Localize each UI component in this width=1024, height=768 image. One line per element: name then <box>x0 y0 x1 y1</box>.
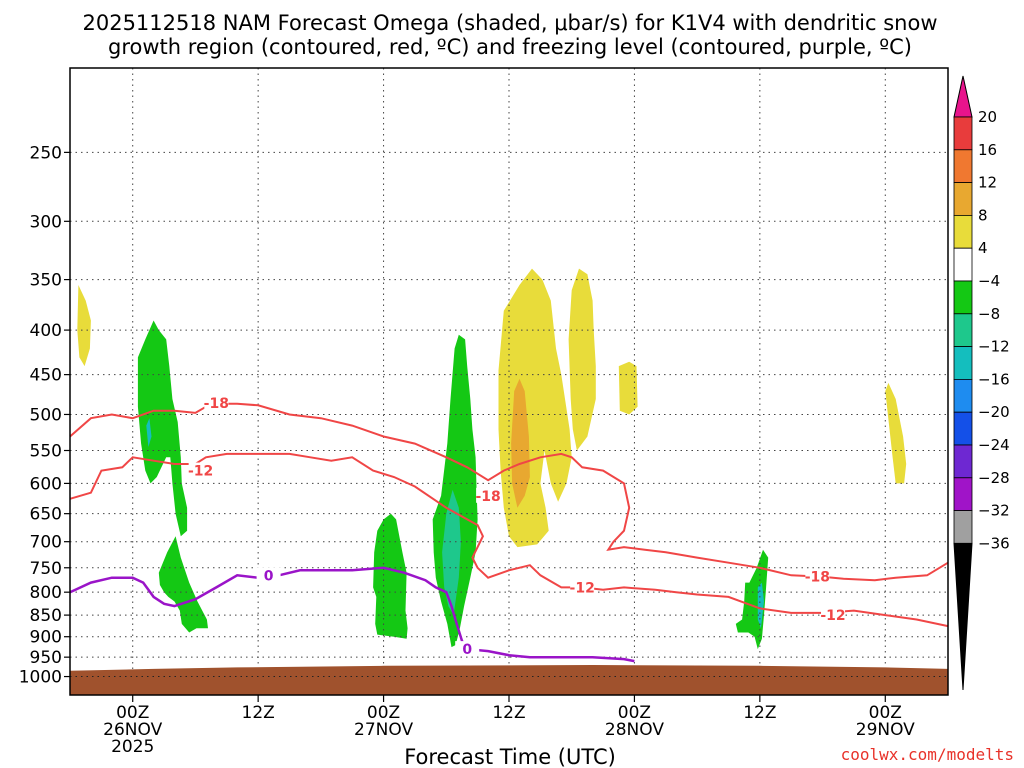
colorbar-label-2: 12 <box>978 174 997 192</box>
contour-label-5: -12 <box>820 608 845 624</box>
omega-patch-yellow-0 <box>77 285 91 367</box>
colorbar-segment-0 <box>953 116 973 151</box>
contour-lines: -18 -12 -18 -12 -18 -12 0 0 <box>69 394 949 663</box>
colorbar-segment-7 <box>953 346 973 380</box>
contour-label-2: -18 <box>475 489 500 505</box>
colorbar-segment-6 <box>953 313 973 347</box>
contour-label-bg-4 <box>805 568 830 584</box>
y-tick-label-800: 800 <box>30 583 62 603</box>
omega-patch-orange-5 <box>511 378 530 508</box>
omega-patch-yellow-2 <box>568 268 596 451</box>
contour-label-3: -12 <box>570 580 595 596</box>
omega-patch-green-6 <box>137 320 188 537</box>
colorbar-segment-10 <box>953 444 973 479</box>
x-tick-label-3-0: 12Z <box>492 703 525 723</box>
omega-patch-green-8 <box>373 513 408 639</box>
colorbar-label-0: 20 <box>978 108 997 126</box>
credit-text: coolwx.com/modelts <box>841 745 1014 764</box>
contour-label-bg-0 <box>204 394 229 410</box>
contour-label-4: -18 <box>805 570 830 586</box>
y-tick-label-400: 400 <box>30 321 62 341</box>
colorbar-segment-5 <box>953 280 973 315</box>
y-tick-label-700: 700 <box>30 533 62 553</box>
x-tick-label-0-1: 26NOV <box>103 720 162 740</box>
colorbar-segment-3 <box>953 214 973 249</box>
contour-label-0: -18 <box>204 396 229 412</box>
colorbar-label-13: −36 <box>978 534 1010 552</box>
colorbar-segment-12 <box>953 510 973 544</box>
omega-patch-cyan-13 <box>146 418 152 447</box>
y-tick-label-900: 900 <box>30 628 62 648</box>
omega-patch-yellow-4 <box>885 382 907 484</box>
x-tick-label-4-0: 00Z <box>618 703 651 723</box>
omega-patch-green-7 <box>158 536 208 633</box>
colorbar-label-7: −12 <box>978 338 1010 356</box>
colorbar-label-11: −28 <box>978 469 1010 487</box>
x-axis-label: Forecast Time (UTC) <box>404 745 616 768</box>
colorbar-legend: 20 16 12 8 4 −4 −8 −12 −16 −20 −24 −28 −32 −36 <box>953 75 1010 691</box>
colorbar-segment-1 <box>953 149 973 184</box>
colorbar-label-8: −16 <box>978 370 1010 388</box>
y-tick-label-600: 600 <box>30 474 62 494</box>
colorbar-label-12: −32 <box>978 502 1010 520</box>
omega-patch-teal-11 <box>442 489 461 616</box>
colorbar-segment-9 <box>953 411 973 446</box>
y-tick-label-300: 300 <box>30 212 62 232</box>
contour-label-bg-5 <box>821 607 846 623</box>
contour-label-7: 0 <box>462 642 472 658</box>
colorbar-segment-2 <box>953 182 973 216</box>
pressure-axis: 2503003504004505005506006507007508008509… <box>19 143 70 688</box>
chart-title-line-2: growth region (contoured, red, ºC) and f… <box>108 35 912 59</box>
colorbar-segment-8 <box>953 378 973 413</box>
contour-label-bg-2 <box>476 487 501 503</box>
y-tick-label-1000: 1000 <box>19 668 62 688</box>
x-tick-label-2-1: 27NOV <box>354 720 413 740</box>
grid-lines <box>70 68 948 695</box>
y-tick-label-450: 450 <box>30 366 62 386</box>
y-tick-label-850: 850 <box>30 606 62 626</box>
colorbar-label-5: −4 <box>978 272 1000 290</box>
colorbar-segment-11 <box>953 477 973 511</box>
y-tick-label-550: 550 <box>30 442 62 462</box>
colorbar-label-1: 16 <box>978 141 997 159</box>
x-tick-label-0-0: 00Z <box>116 703 149 723</box>
contour-label-6: 0 <box>264 568 274 584</box>
chart-title-line-1: 2025112518 NAM Forecast Omega (shaded, μ… <box>82 11 937 35</box>
omega-patch-yellow-3 <box>618 361 638 415</box>
colorbar-bottom-arrow <box>953 542 973 691</box>
omega-patch-cyan-12 <box>757 582 764 629</box>
ground-terrain <box>70 665 948 695</box>
contour-label-bg-3 <box>570 579 595 595</box>
y-tick-label-650: 650 <box>30 505 62 525</box>
y-tick-label-250: 250 <box>30 143 62 163</box>
x-tick-label-5-0: 12Z <box>743 703 776 723</box>
colorbar-label-9: −20 <box>978 403 1010 421</box>
x-tick-label-2-0: 00Z <box>367 703 400 723</box>
x-tick-label-6-1: 29NOV <box>856 720 915 740</box>
colorbar-label-4: 4 <box>978 239 988 257</box>
x-tick-label-0-2: 2025 <box>111 737 154 757</box>
contour-label-bg-6 <box>256 567 281 583</box>
y-tick-label-350: 350 <box>30 271 62 291</box>
colorbar-label-10: −24 <box>978 436 1010 454</box>
contour-label-bg-7 <box>455 641 480 657</box>
y-tick-label-750: 750 <box>30 559 62 579</box>
colorbar-top-arrow <box>953 75 973 118</box>
y-tick-label-500: 500 <box>30 405 62 425</box>
ground-layer <box>70 665 948 695</box>
x-tick-label-6-0: 00Z <box>869 703 902 723</box>
colorbar-label-6: −8 <box>978 305 1000 323</box>
colorbar-label-3: 8 <box>978 206 988 224</box>
x-tick-label-1-0: 12Z <box>242 703 275 723</box>
y-tick-label-950: 950 <box>30 648 62 668</box>
colorbar-segment-4 <box>953 247 973 282</box>
contour-label-bg-1 <box>188 462 213 478</box>
freezing-level-contour <box>69 566 635 663</box>
x-tick-label-4-1: 28NOV <box>605 720 664 740</box>
contour-label-1: -12 <box>188 464 213 480</box>
plot-area <box>77 268 907 650</box>
